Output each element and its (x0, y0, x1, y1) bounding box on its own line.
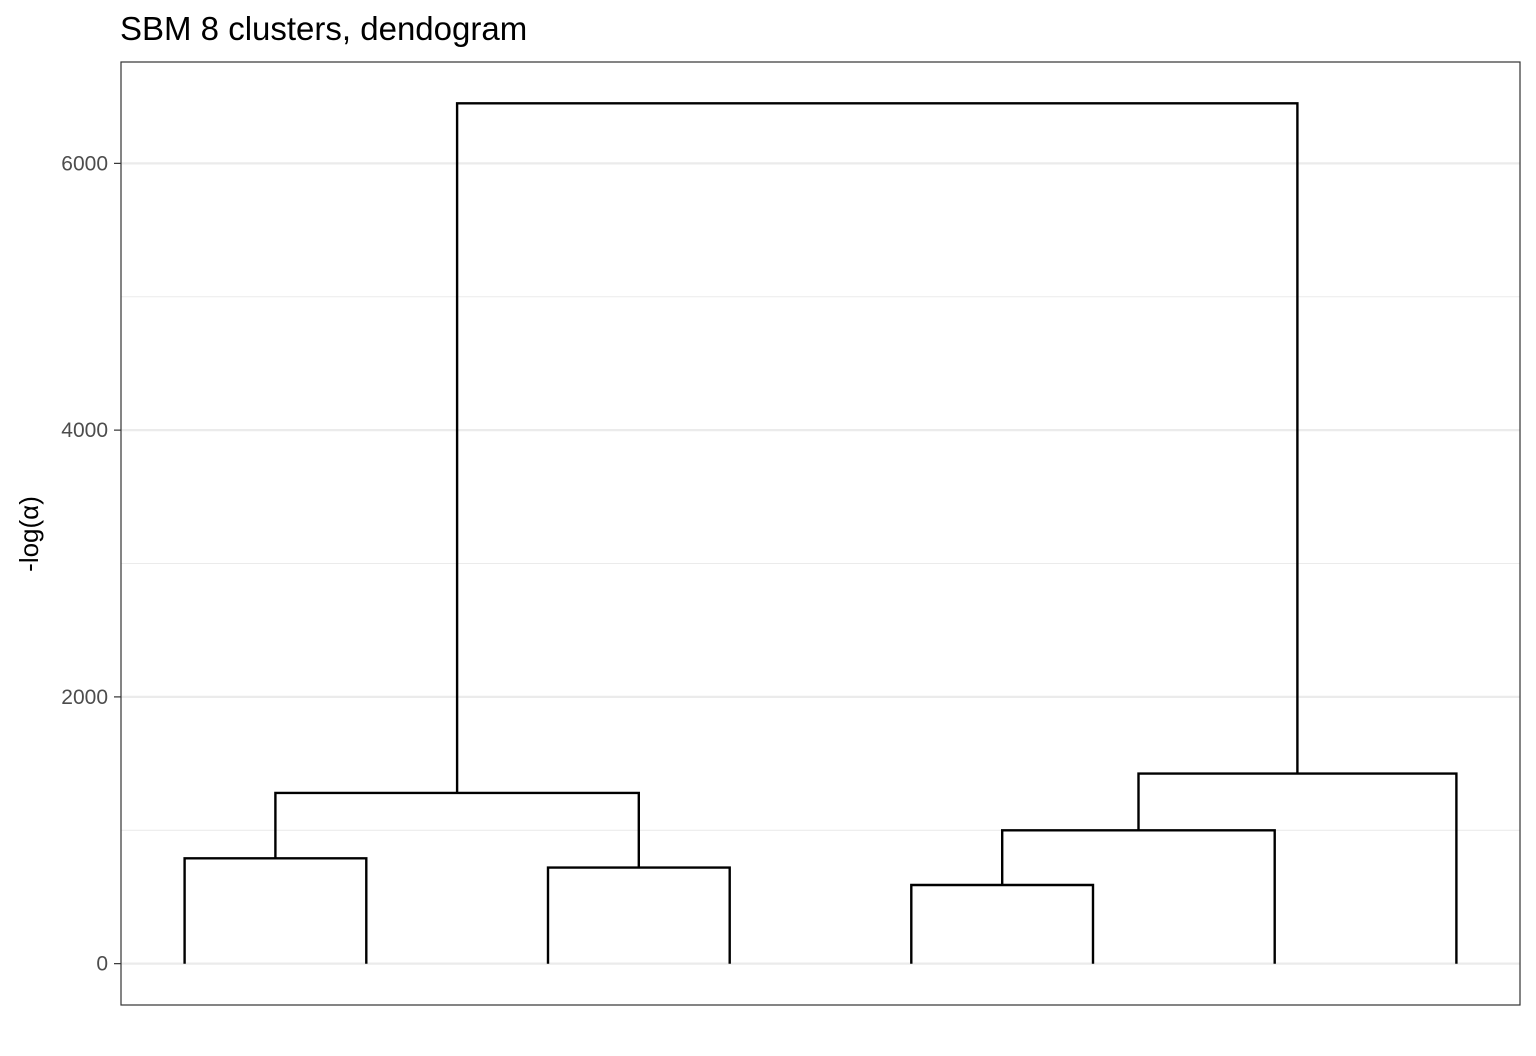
dendrogram-branches (183, 102, 1458, 964)
y-tick-label: 6000 (61, 152, 108, 175)
y-axis: 0 2000 4000 6000 (61, 152, 121, 976)
dendrogram-branch (910, 883, 1095, 964)
panel-border (120, 61, 1521, 1006)
chart-title: SBM 8 clusters, dendogram (120, 10, 527, 47)
gridlines (121, 162, 1520, 965)
dendrogram-branch (1137, 772, 1458, 964)
dendrogram-branch (183, 857, 368, 964)
y-axis-label: -log(α) (14, 496, 44, 572)
y-tick-label: 0 (96, 953, 108, 976)
y-tick-label: 2000 (61, 686, 108, 709)
y-tick-label: 4000 (61, 419, 108, 442)
dendrogram-branch (455, 102, 1299, 793)
dendrogram-branch (1001, 829, 1276, 964)
dendrogram-branch (546, 866, 731, 964)
